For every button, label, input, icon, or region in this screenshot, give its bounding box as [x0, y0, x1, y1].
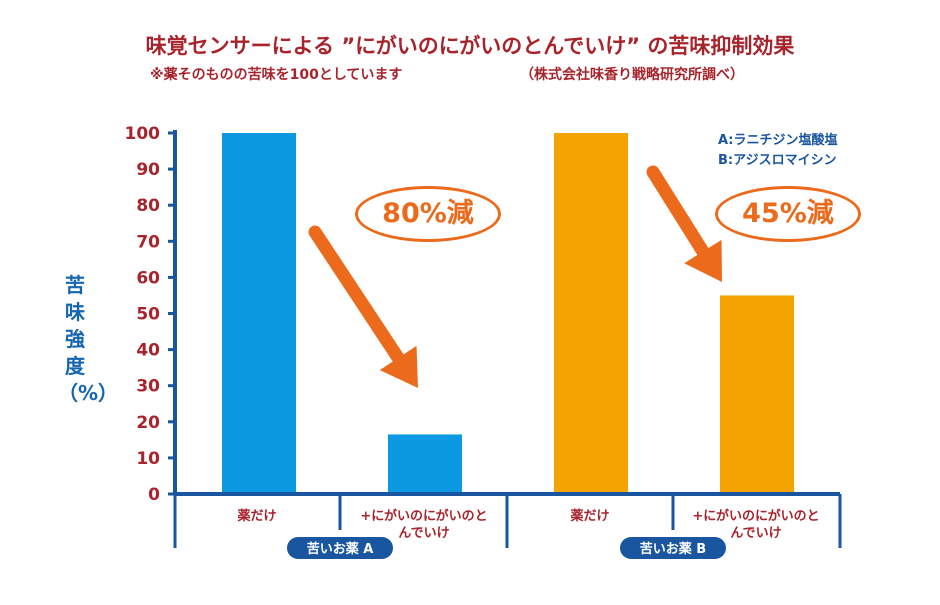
- reduction-callout-a: 80%減: [355, 186, 501, 242]
- bar-groupa-with-jelly: [388, 434, 462, 494]
- y-tick-label: 40: [136, 341, 160, 361]
- y-tick-label: 10: [136, 449, 160, 469]
- y-tick-label: 30: [136, 377, 160, 397]
- x-category-label: +にがいのにがいのとんでいけ: [692, 508, 819, 541]
- bar-groupb-with-jelly: [720, 295, 794, 494]
- reduction-arrow-b-head: [684, 239, 722, 282]
- group-badge-label: 苦いお薬 A: [307, 541, 374, 557]
- y-tick-label: 0: [148, 485, 160, 505]
- x-category-label: 薬だけ: [236, 508, 276, 524]
- x-category-label: +にがいのにがいのとんでいけ: [360, 508, 487, 541]
- group-badge: [287, 537, 393, 559]
- group-badge-label: 苦いお薬 B: [640, 541, 706, 557]
- y-axis-label: 苦味強度（%）: [58, 273, 119, 405]
- bar-groupb-medicine-only: [554, 133, 628, 494]
- chart-subtitle-note: ※薬そのものの苦味を100としています: [150, 67, 403, 83]
- chart-title: 味覚センサーによる ”にがいのにがいのとんでいけ” の苦味抑制効果: [145, 34, 795, 58]
- x-category-label: 薬だけ: [569, 508, 609, 524]
- legend: A:ラニチジン塩酸塩 B:アジスロマイシン: [718, 131, 838, 171]
- y-tick-label: 60: [136, 268, 160, 288]
- reduction-arrow-a-shaft: [308, 225, 405, 365]
- y-tick-label: 20: [136, 413, 160, 433]
- reduction-arrow-b-shaft: [646, 165, 710, 259]
- y-tick-label: 90: [136, 160, 160, 180]
- legend-entry-b: B:アジスロマイシン: [718, 153, 837, 168]
- bar-groupa-medicine-only: [222, 133, 296, 494]
- y-tick-label: 80: [136, 196, 160, 216]
- legend-entry-a: A:ラニチジン塩酸塩: [718, 133, 838, 148]
- y-tick-label: 50: [136, 305, 160, 325]
- chart-subtitle-source: （株式会社味香り戦略研究所調べ）: [520, 67, 744, 83]
- y-tick-label: 100: [125, 124, 161, 144]
- y-tick-label: 70: [136, 232, 160, 252]
- group-badge: [620, 537, 726, 559]
- reduction-callout-b: 45%減: [715, 186, 861, 242]
- reduction-arrow-a-head: [379, 345, 418, 388]
